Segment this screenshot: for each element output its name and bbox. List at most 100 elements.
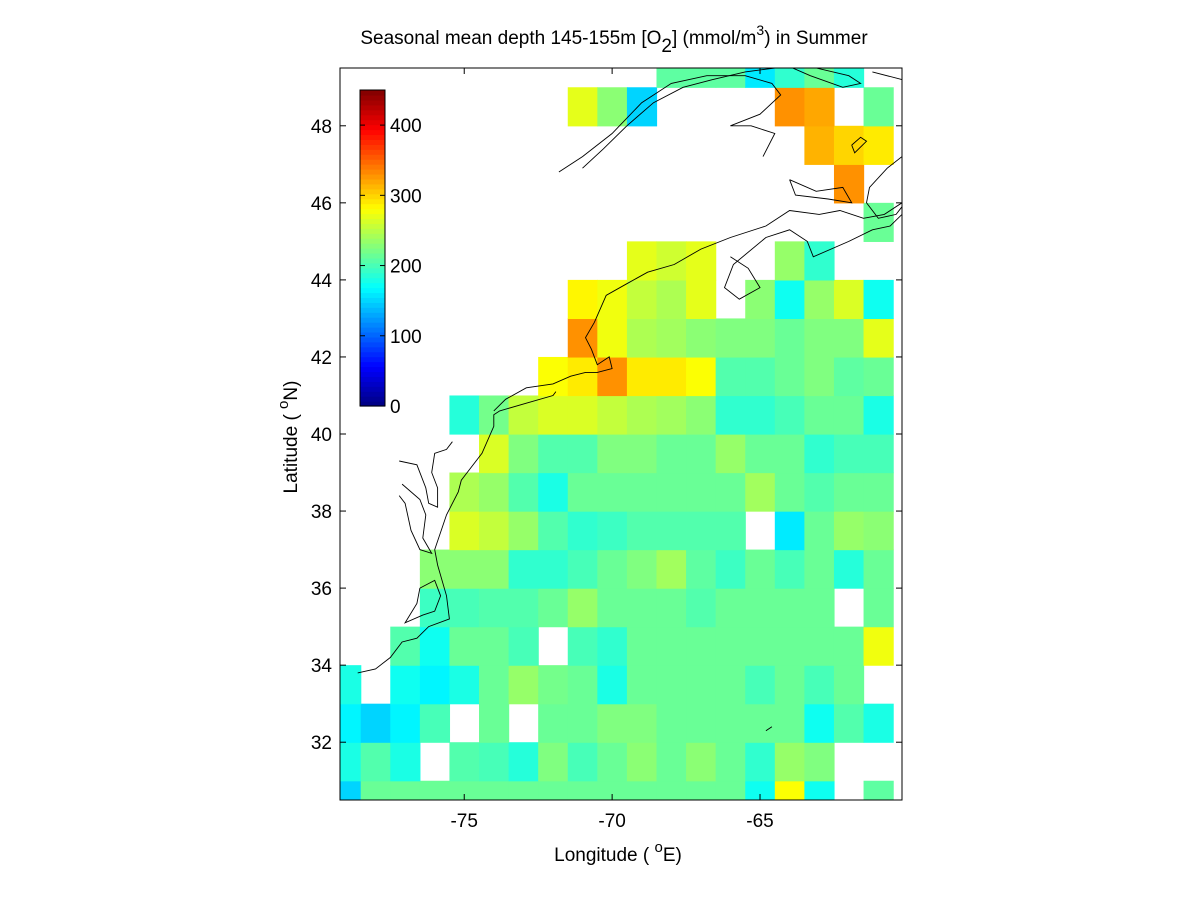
heatmap-cell <box>626 742 658 782</box>
heatmap-cell <box>774 395 805 435</box>
heatmap-cell <box>774 434 805 474</box>
heatmap-cell <box>833 626 865 666</box>
colorbar-step <box>360 154 385 160</box>
heatmap-cell <box>479 742 510 782</box>
heatmap-cell <box>508 511 539 551</box>
heatmap-cell <box>774 742 805 782</box>
coastline-segment <box>872 71 902 81</box>
y-tick-label: 34 <box>311 656 333 677</box>
colorbar-step <box>360 238 385 244</box>
y-tick-label: 46 <box>311 194 332 215</box>
heatmap-cell <box>626 665 658 705</box>
colorbar-step <box>360 213 385 219</box>
colorbar-step <box>360 376 385 382</box>
heatmap-cell <box>656 472 687 512</box>
colorbar-step <box>360 287 385 294</box>
heatmap-cell <box>567 780 598 800</box>
heatmap-cell <box>804 318 835 358</box>
heatmap-cell <box>567 742 598 782</box>
colorbar-step <box>360 203 385 210</box>
heatmap-cell <box>626 780 658 800</box>
heatmap-cell <box>863 87 894 127</box>
heatmap-cell <box>686 279 717 320</box>
heatmap-cell <box>745 318 776 358</box>
heatmap-cell <box>686 68 717 88</box>
heatmap-cell <box>833 472 865 512</box>
heatmap-cell <box>863 279 894 320</box>
heatmap-cell <box>656 511 687 551</box>
heatmap-cell <box>715 703 746 743</box>
colorbar-step <box>360 346 385 353</box>
heatmap-cell <box>390 703 421 743</box>
heatmap-cell <box>479 434 510 474</box>
heatmap-cell <box>538 549 569 589</box>
heatmap-cell <box>597 318 628 358</box>
heatmap-cell <box>715 472 746 512</box>
heatmap-cell <box>804 434 835 474</box>
coastline-segment <box>789 179 853 204</box>
heatmap-cell <box>508 395 539 435</box>
colorbar-step <box>360 351 385 358</box>
heatmap-cell <box>833 164 865 204</box>
heatmap-cell <box>804 511 835 551</box>
x-axis-ticks: -75 -70 -65 <box>450 68 774 832</box>
heatmap-cell <box>656 665 687 705</box>
colorbar-step <box>360 228 385 234</box>
heatmap-cell <box>745 68 776 88</box>
heatmap-cell <box>863 318 894 358</box>
coastline-segment <box>558 75 782 173</box>
colorbar-step <box>360 307 385 313</box>
heatmap-cell <box>390 780 421 800</box>
colorbar-step <box>360 119 385 126</box>
heatmap-cell <box>538 703 569 743</box>
y-tick-label: 40 <box>311 425 332 446</box>
x-tick-label: -65 <box>746 811 773 832</box>
heatmap-cell <box>479 626 510 666</box>
heatmap-cell <box>774 356 805 397</box>
heatmap-cell <box>863 395 894 435</box>
colorbar-step <box>360 149 385 155</box>
coastline-segment <box>851 136 868 154</box>
heatmap-cell <box>804 626 835 666</box>
heatmap-cell <box>715 780 746 800</box>
heatmap-cell <box>833 665 865 705</box>
heatmap-cell <box>745 356 776 397</box>
colorbar-step <box>360 257 385 264</box>
heatmap-cell <box>538 780 569 800</box>
colorbar-step <box>360 262 385 269</box>
heatmap-cell <box>597 87 628 127</box>
heatmap-cell <box>686 356 717 397</box>
heatmap-cell <box>538 472 569 512</box>
heatmap-cell <box>656 356 687 397</box>
heatmap-cell <box>567 279 598 320</box>
heatmap-cell <box>390 626 421 666</box>
heatmap-cell <box>538 742 569 782</box>
heatmap-cell <box>656 626 687 666</box>
heatmap-cell <box>479 511 510 551</box>
heatmap-cell <box>774 588 805 628</box>
title-superscript: 3 <box>756 22 764 38</box>
heatmap-cell <box>656 434 687 474</box>
colorbar-step <box>360 109 385 116</box>
heatmap-cell <box>360 780 391 800</box>
heatmap-cell <box>804 87 835 127</box>
heatmap-cell <box>449 549 480 589</box>
heatmap-cell <box>833 703 865 743</box>
colorbar-step <box>360 248 385 254</box>
heatmap-cell <box>597 588 628 628</box>
heatmap-cell <box>567 588 598 628</box>
heatmap-cell <box>508 780 539 800</box>
title-subscript: 2 <box>661 36 672 57</box>
heatmap-cell <box>567 626 598 666</box>
x-tick-label: -75 <box>450 811 477 832</box>
coastline-segment <box>403 579 442 624</box>
heatmap-cell <box>597 780 628 800</box>
heatmap-cell <box>745 472 776 512</box>
heatmap-cell <box>686 395 717 435</box>
heatmap-cell <box>833 125 865 165</box>
heatmap-cell <box>419 703 451 743</box>
colorbar-step <box>360 233 385 239</box>
heatmap-cell <box>833 549 865 589</box>
coastline-segment <box>357 391 557 674</box>
heatmap-cell <box>508 626 539 666</box>
